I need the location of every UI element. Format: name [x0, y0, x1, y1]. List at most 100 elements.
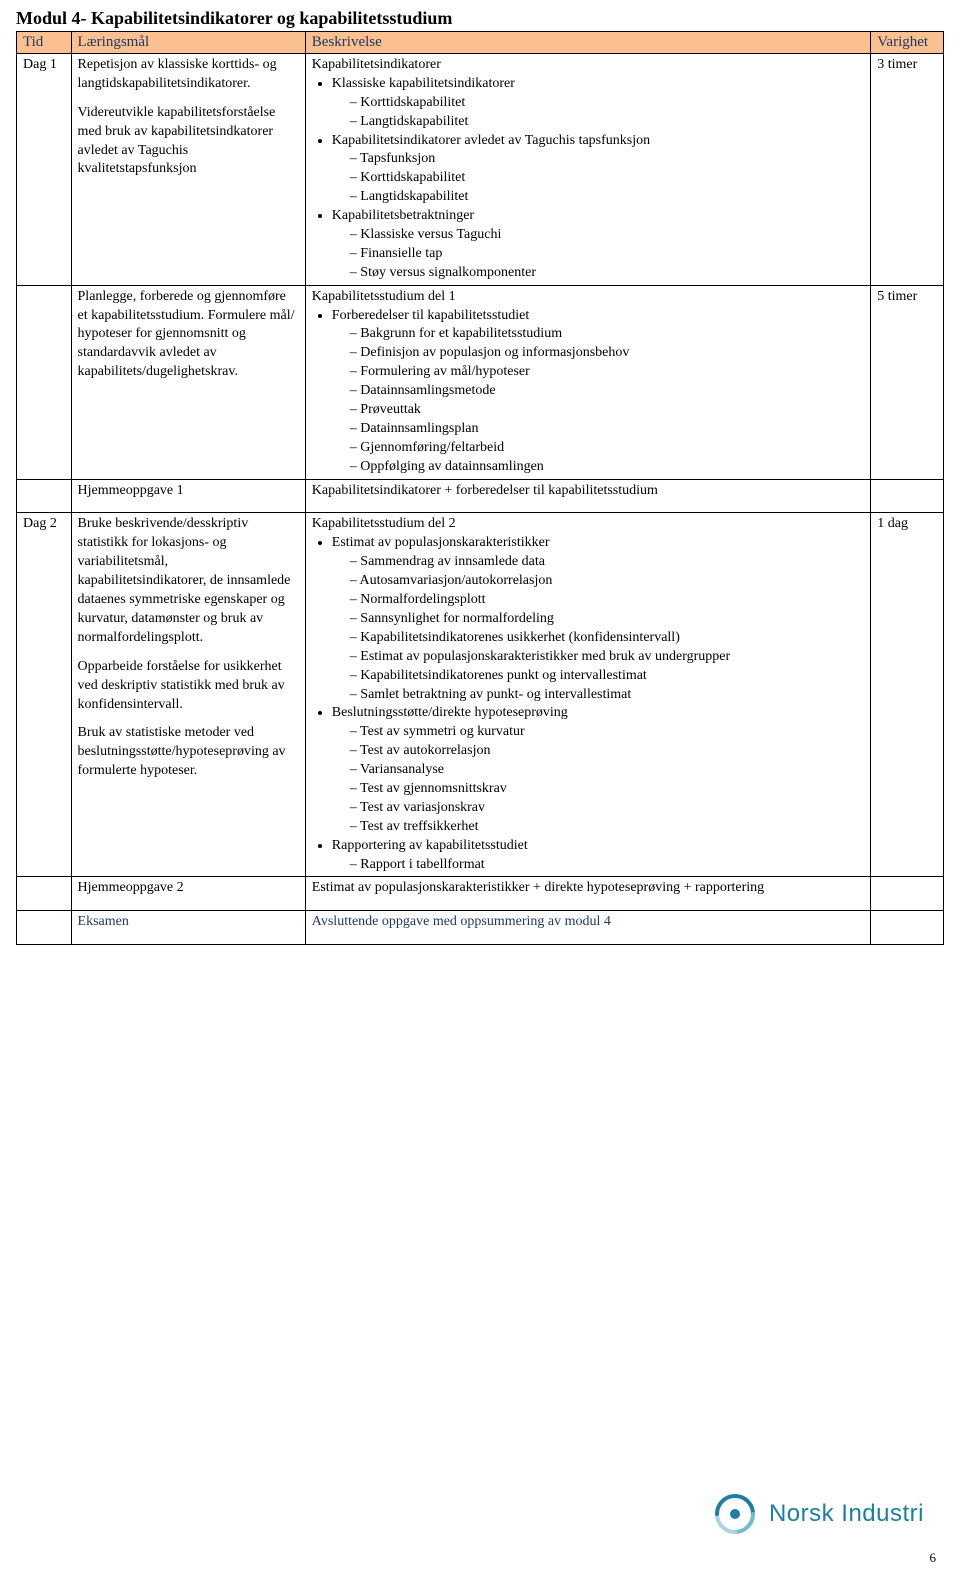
desc-list-item: Beslutningsstøtte/direkte hypoteseprøvin…: [332, 704, 864, 836]
desc-item-text: Kapabilitetsbetraktninger: [332, 208, 474, 223]
logo-text: Norsk Industri: [769, 1500, 924, 1528]
cell-desc: Avsluttende oppgave med oppsummering av …: [305, 911, 870, 945]
desc-plain: Estimat av populasjonskarakteristikker +…: [312, 880, 764, 895]
desc-title: Kapabilitetsstudium del 2: [312, 515, 864, 534]
desc-sublist-item: Korttidskapabilitet: [350, 169, 864, 188]
desc-list-item: Kapabilitetsindikatorer avledet av Taguc…: [332, 132, 864, 208]
table-row: Dag 2Bruke beskrivende/desskriptiv stati…: [17, 513, 944, 877]
desc-sublist-item: Test av variasjonskrav: [350, 799, 864, 818]
table-row: Hjemmeoppgave 1 Kapabilitetsindikatorer +…: [17, 479, 944, 513]
table-row: Dag 1Repetisjon av klassiske korttids- o…: [17, 54, 944, 286]
cell-desc: Kapabilitetsstudium del 1Forberedelser t…: [305, 285, 870, 479]
desc-sublist: Sammendrag av innsamlede dataAutosamvari…: [332, 553, 864, 704]
desc-sublist-item: Autosamvariasjon/autokorrelasjon: [350, 572, 864, 591]
cell-desc: Kapabilitetsindikatorer + forberedelser …: [305, 479, 870, 513]
desc-sublist-item: Formulering av mål/hypoteser: [350, 363, 864, 382]
desc-item-text: Rapportering av kapabilitetsstudiet: [332, 838, 528, 853]
desc-sublist: KorttidskapabilitetLangtidskapabilitet: [332, 94, 864, 132]
desc-sublist-item: Variansanalyse: [350, 761, 864, 780]
cell-tid: [17, 911, 72, 945]
desc-item-text: Klassiske kapabilitetsindikatorer: [332, 76, 515, 91]
goal-paragraph: Planlegge, forberede og gjennomføre et k…: [78, 288, 299, 382]
desc-list-item: Estimat av populasjonskarakteristikkerSa…: [332, 534, 864, 704]
cell-dur: 3 timer: [871, 54, 944, 286]
goal-paragraph: Bruk av statistiske metoder ved beslutni…: [78, 724, 299, 781]
desc-sublist-item: Definisjon av populasjon og informasjons…: [350, 344, 864, 363]
desc-sublist-item: Test av treffsikkerhet: [350, 818, 864, 837]
desc-sublist-item: Bakgrunn for et kapabilitetsstudium: [350, 325, 864, 344]
cell-desc: Kapabilitetsstudium del 2Estimat av popu…: [305, 513, 870, 877]
cell-desc: KapabilitetsindikatorerKlassiske kapabil…: [305, 54, 870, 286]
desc-sublist: Rapport i tabellformat: [332, 856, 864, 875]
cell-goal: Hjemmeoppgave 2: [71, 877, 305, 911]
cell-goal: Repetisjon av klassiske korttids- og lan…: [71, 54, 305, 286]
table-row: Eksamen Avsluttende oppgave med oppsummer…: [17, 911, 944, 945]
desc-sublist-item: Datainnsamlingsplan: [350, 420, 864, 439]
desc-sublist-item: Sannsynlighet for normalfordeling: [350, 610, 864, 629]
goal-paragraph: Opparbeide forståelse for usikkerhet ved…: [78, 658, 299, 715]
logo-icon: [711, 1490, 759, 1538]
desc-sublist-item: Test av autokorrelasjon: [350, 742, 864, 761]
desc-sublist: TapsfunksjonKorttidskapabilitetLangtidsk…: [332, 150, 864, 207]
goal-paragraph: Videreutvikle kapabilitetsforståelse med…: [78, 104, 299, 180]
desc-plain: Kapabilitetsindikatorer + forberedelser …: [312, 483, 658, 498]
cell-tid: [17, 479, 72, 513]
curriculum-table: Tid Læringsmål Beskrivelse Varighet Dag …: [16, 31, 944, 945]
desc-sublist-item: Langtidskapabilitet: [350, 113, 864, 132]
desc-sublist-item: Korttidskapabilitet: [350, 94, 864, 113]
desc-sublist-item: Datainnsamlingsmetode: [350, 382, 864, 401]
cell-tid: [17, 285, 72, 479]
header-goal: Læringsmål: [71, 32, 305, 54]
table-header-row: Tid Læringsmål Beskrivelse Varighet: [17, 32, 944, 54]
desc-item-text: Beslutningsstøtte/direkte hypoteseprøvin…: [332, 705, 568, 720]
page-number: 6: [930, 1550, 937, 1566]
desc-list-item: Forberedelser til kapabilitetsstudiet Bak…: [332, 307, 864, 477]
cell-goal: Planlegge, forberede og gjennomføre et k…: [71, 285, 305, 479]
desc-sublist-item: Test av gjennomsnittskrav: [350, 780, 864, 799]
table-row: Hjemmeoppgave 2 Estimat av populasjonskar…: [17, 877, 944, 911]
table-row: Planlegge, forberede og gjennomføre et k…: [17, 285, 944, 479]
desc-list-item: Klassiske kapabilitetsindikatorer Korttid…: [332, 75, 864, 132]
cell-goal: Eksamen: [71, 911, 305, 945]
cell-tid: [17, 877, 72, 911]
desc-sublist-item: Test av symmetri og kurvatur: [350, 723, 864, 742]
desc-sublist: Klassiske versus TaguchiFinansielle tapS…: [332, 226, 864, 283]
module-title: Modul 4- Kapabilitetsindikatorer og kapa…: [16, 8, 944, 29]
goal-paragraph: Eksamen: [78, 913, 299, 932]
cell-goal: Hjemmeoppgave 1: [71, 479, 305, 513]
desc-sublist-item: Samlet betraktning av punkt- og interval…: [350, 686, 864, 705]
cell-dur: [871, 877, 944, 911]
logo: Norsk Industri: [711, 1490, 924, 1538]
desc-sublist: Test av symmetri og kurvaturTest av auto…: [332, 723, 864, 836]
desc-sublist-item: Rapport i tabellformat: [350, 856, 864, 875]
desc-sublist-item: Støy versus signalkomponenter: [350, 264, 864, 283]
cell-goal: Bruke beskrivende/desskriptiv statistikk…: [71, 513, 305, 877]
goal-paragraph: Bruke beskrivende/desskriptiv statistikk…: [78, 515, 299, 647]
desc-list: Forberedelser til kapabilitetsstudiet Bak…: [312, 307, 864, 477]
desc-list: Estimat av populasjonskarakteristikkerSa…: [312, 534, 864, 874]
header-desc: Beskrivelse: [305, 32, 870, 54]
desc-list-item: Kapabilitetsbetraktninger Klassiske versu…: [332, 207, 864, 283]
desc-title: Kapabilitetsindikatorer: [312, 56, 864, 75]
cell-tid: Dag 1: [17, 54, 72, 286]
desc-list-item: Rapportering av kapabilitetsstudiet Rappo…: [332, 837, 864, 875]
cell-tid: Dag 2: [17, 513, 72, 877]
desc-sublist-item: Tapsfunksjon: [350, 150, 864, 169]
goal-paragraph: Hjemmeoppgave 2: [78, 879, 299, 898]
desc-sublist-item: Normalfordelingsplott: [350, 591, 864, 610]
desc-plain: Avsluttende oppgave med oppsummering av …: [312, 914, 611, 929]
cell-dur: [871, 479, 944, 513]
cell-dur: [871, 911, 944, 945]
desc-sublist-item: Prøveuttak: [350, 401, 864, 420]
desc-sublist-item: Langtidskapabilitet: [350, 188, 864, 207]
desc-item-text: Forberedelser til kapabilitetsstudiet: [332, 308, 530, 323]
header-tid: Tid: [17, 32, 72, 54]
desc-item-text: Kapabilitetsindikatorer avledet av Taguc…: [332, 133, 650, 148]
desc-sublist-item: Estimat av populasjonskarakteristikker m…: [350, 648, 864, 667]
desc-list: Klassiske kapabilitetsindikatorer Korttid…: [312, 75, 864, 283]
header-dur: Varighet: [871, 32, 944, 54]
cell-dur: 5 timer: [871, 285, 944, 479]
goal-paragraph: Repetisjon av klassiske korttids- og lan…: [78, 56, 299, 94]
desc-sublist-item: Kapabilitetsindikatorenes punkt og inter…: [350, 667, 864, 686]
desc-title: Kapabilitetsstudium del 1: [312, 288, 864, 307]
